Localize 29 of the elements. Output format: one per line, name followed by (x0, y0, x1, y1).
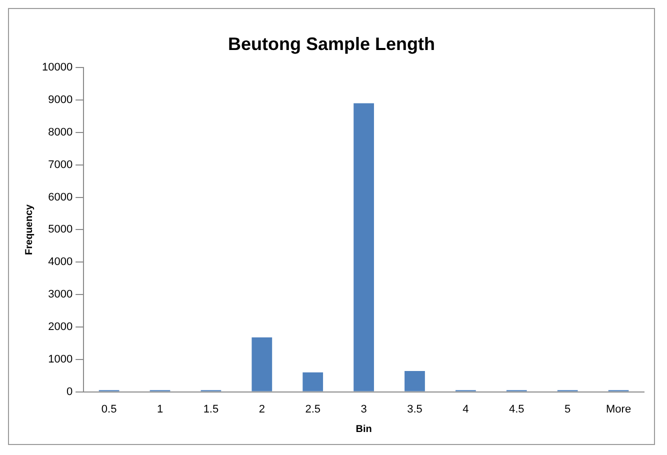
x-tick-label: 1 (156, 403, 164, 416)
y-tick-label: 8000 (48, 126, 73, 138)
x-tick-label: 5 (564, 403, 571, 416)
y-tick-label: 4000 (48, 256, 73, 268)
y-tick-label: 2000 (48, 320, 73, 333)
x-tick-label: 4.5 (508, 403, 524, 416)
x-tick-label: 1.5 (203, 403, 219, 416)
y-tick-label: 3000 (48, 288, 73, 301)
bar (302, 372, 324, 392)
x-tick-label: 3 (360, 403, 367, 416)
chart-title: Beutong Sample Length (228, 34, 435, 54)
x-tick-label: 3.5 (407, 403, 422, 416)
bar (354, 103, 374, 392)
y-tick-label: 5000 (48, 224, 73, 236)
bar (404, 371, 425, 392)
x-tick-label: 0.5 (101, 403, 117, 416)
y-tick-label: 10000 (42, 62, 73, 74)
bar (252, 337, 272, 392)
y-tick-label: 9000 (48, 94, 73, 106)
y-tick-label: 0 (66, 386, 73, 398)
x-tick-label: 4 (462, 403, 469, 416)
x-axis-title: Bin (356, 424, 372, 435)
y-tick-label: 1000 (48, 353, 73, 366)
y-tick-label: 6000 (48, 191, 73, 204)
x-tick-label: 2 (258, 403, 265, 416)
x-tick-label: 2.5 (305, 403, 320, 416)
y-tick-label: 7000 (48, 158, 73, 171)
y-axis-title: Frequency (24, 204, 35, 255)
x-tick-label: More (606, 403, 632, 416)
